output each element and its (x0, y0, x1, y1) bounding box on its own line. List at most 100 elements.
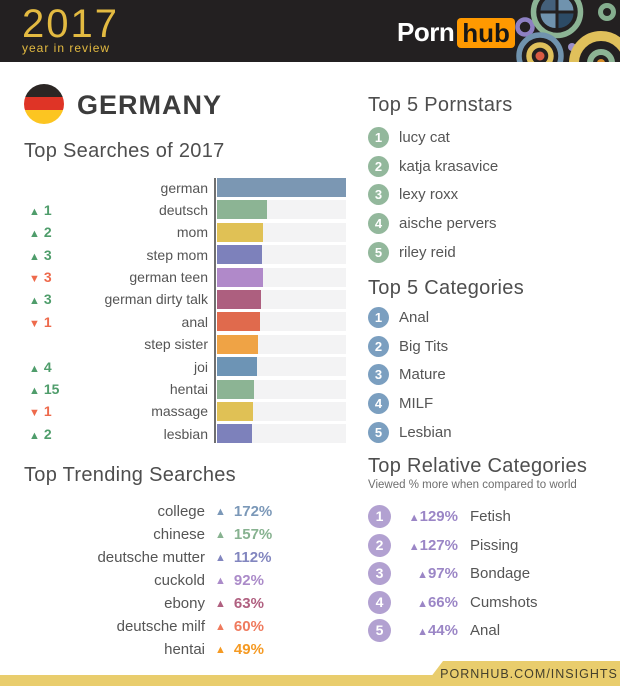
trending-percent: ▲ 172% (215, 503, 273, 520)
search-row: ▼ 3 german teen (24, 267, 348, 287)
up-arrow-icon: ▲ (215, 620, 226, 633)
search-row: ▲ 3 german dirty talk (24, 289, 348, 309)
trending-term-label: cuckold (154, 572, 205, 589)
bar-track (217, 289, 346, 309)
search-term-label: german (160, 179, 208, 196)
bar-track (217, 312, 346, 332)
trending-row: deutsche milf ▲ 60% (24, 615, 304, 638)
search-bar (217, 200, 268, 220)
bar-track (217, 334, 346, 354)
up-arrow-icon: ▲ (29, 362, 40, 375)
decorative-circles (515, 0, 620, 62)
search-term-label: hentai (169, 381, 208, 398)
bar-track (217, 178, 346, 197)
up-arrow-icon: ▲ (417, 626, 428, 638)
pornstar-label: katja krasavice (399, 157, 499, 175)
category-label: Lesbian (399, 423, 452, 441)
rank-change: ▲ 3 (29, 291, 52, 308)
relative-category-label: Anal (470, 622, 501, 639)
relative-category-label: Bondage (470, 565, 531, 582)
relative-percent: ▲97% (417, 565, 458, 582)
relative-percent: ▲129% (408, 508, 458, 525)
pornhub-logo-porn: Porn (397, 17, 455, 47)
year-subtext: year in review (22, 41, 111, 55)
bar-track (217, 379, 346, 399)
pornstar-label: riley reid (399, 243, 456, 261)
trending-title: Top Trending Searches (24, 464, 236, 486)
search-bar (217, 401, 254, 421)
up-arrow-icon: ▲ (408, 512, 420, 524)
up-arrow-icon: ▲ (29, 205, 40, 218)
trending-row: deutsche mutter ▲ 112% (24, 546, 304, 569)
search-term-label: step mom (146, 246, 208, 263)
rank-badge: 5 (368, 619, 391, 642)
up-arrow-icon: ▲ (215, 528, 226, 541)
chart-axis-line (214, 178, 216, 443)
relative-percent: ▲127% (408, 536, 458, 554)
rank-badge: 3 (368, 364, 389, 386)
trending-percent: ▲ 63% (215, 595, 264, 612)
up-arrow-icon: ▲ (29, 228, 40, 241)
up-arrow-icon: ▲ (215, 597, 226, 610)
footer-strip (0, 675, 620, 686)
trending-term-label: college (157, 503, 205, 520)
footer-url: PORNHUB.COM/INSIGHTS (440, 666, 618, 681)
search-row: ▲ 15 hentai (24, 379, 348, 399)
bar-track (217, 200, 346, 220)
search-bar (217, 267, 264, 287)
relative-category-label: Fetish (470, 508, 511, 525)
search-row: ▲ 2 lesbian (24, 424, 348, 444)
bar-track (217, 245, 346, 265)
up-arrow-icon: ▲ (29, 250, 40, 263)
categories-title: Top 5 Categories (368, 277, 525, 299)
category-row: 5 Lesbian (368, 421, 452, 443)
search-bar (217, 424, 252, 444)
pornstar-label: lexy roxx (399, 186, 459, 204)
germany-flag-icon (24, 84, 64, 124)
footer-url-tab: PORNHUB.COM/INSIGHTS (424, 661, 620, 686)
trending-term-label: deutsche milf (116, 618, 205, 635)
year-in-review-logo: 2017 year in review (22, 4, 119, 54)
trending-row: cuckold ▲ 92% (24, 569, 304, 592)
relative-category-row: 3 ▲97% Bondage (368, 562, 538, 585)
rank-change: ▲ 2 (29, 425, 52, 442)
bar-track (217, 424, 346, 444)
search-row: ▼ 1 massage (24, 401, 348, 421)
rank-badge: 5 (368, 241, 389, 263)
relative-percent: ▲66% (417, 593, 458, 611)
search-term-label: joi (193, 358, 208, 375)
trending-percent: ▲ 157% (215, 526, 273, 543)
relative-categories-title: Top Relative Categories (368, 455, 588, 477)
relative-category-label: Pissing (470, 536, 519, 554)
bar-track (217, 401, 346, 421)
search-row: ▲ 1 deutsch (24, 200, 348, 220)
pornstar-label: lucy cat (399, 129, 450, 146)
trending-percent: ▲ 49% (215, 641, 264, 658)
down-arrow-icon: ▼ (29, 407, 40, 420)
category-row: 2 Big Tits (368, 335, 452, 357)
search-bar (217, 222, 264, 242)
search-row: ▲ 2 mom (24, 222, 348, 242)
category-row: 3 Mature (368, 364, 452, 386)
search-term-label: massage (151, 403, 208, 420)
pornstar-label: aische pervers (399, 215, 497, 233)
rank-badge: 2 (368, 335, 389, 357)
relative-category-label: Cumshots (470, 593, 538, 611)
trending-row: ebony ▲ 63% (24, 592, 304, 615)
rank-change: ▼ 1 (29, 313, 52, 330)
down-arrow-icon: ▼ (29, 273, 40, 286)
rank-badge: 1 (368, 127, 389, 148)
trending-term-label: ebony (164, 595, 205, 612)
pornhub-logo-hub: hub (457, 17, 515, 48)
year-text: 2017 (22, 2, 119, 46)
rank-change: ▲ 1 (29, 201, 52, 218)
pornstar-row: 5 riley reid (368, 241, 498, 263)
rank-change: ▲ 2 (29, 224, 52, 241)
category-label: Big Tits (399, 337, 449, 355)
trending-row: college ▲ 172% (24, 500, 304, 523)
search-bar (217, 289, 261, 309)
rank-badge: 4 (368, 213, 389, 235)
rank-change: ▲ 3 (29, 246, 52, 263)
up-arrow-icon: ▲ (408, 540, 420, 553)
rank-badge: 3 (368, 184, 389, 206)
